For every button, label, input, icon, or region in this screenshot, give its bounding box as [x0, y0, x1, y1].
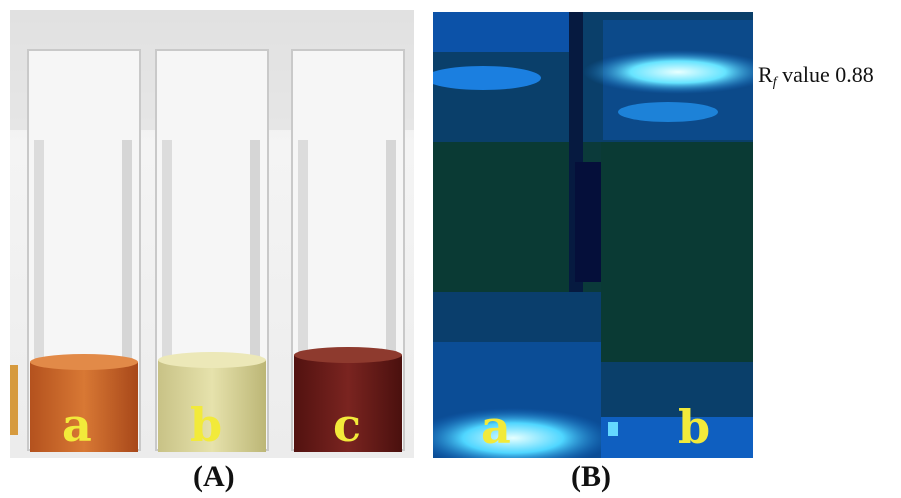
caption-b: (B) — [571, 460, 611, 493]
tlc-plate-photo: a b — [433, 12, 753, 458]
vial-c — [291, 49, 405, 452]
rf-subscript: f — [772, 75, 777, 90]
vials-illustration — [10, 10, 414, 458]
vial-b — [155, 49, 269, 452]
rf-value-label: Rf value 0.88 — [758, 62, 874, 91]
vials-photo: a b c — [10, 10, 414, 458]
tube-label-a: a — [62, 398, 92, 452]
caption-a: (A) — [193, 460, 235, 493]
tube-label-c: c — [333, 398, 362, 452]
rf-prefix: R — [758, 62, 773, 87]
tube-label-b: b — [190, 398, 223, 452]
lane-label-b: b — [678, 400, 711, 454]
lane-label-a: a — [481, 400, 511, 454]
rf-value-text: value 0.88 — [776, 62, 874, 87]
tlc-plate-illustration — [433, 12, 753, 458]
vial-a — [27, 49, 141, 452]
